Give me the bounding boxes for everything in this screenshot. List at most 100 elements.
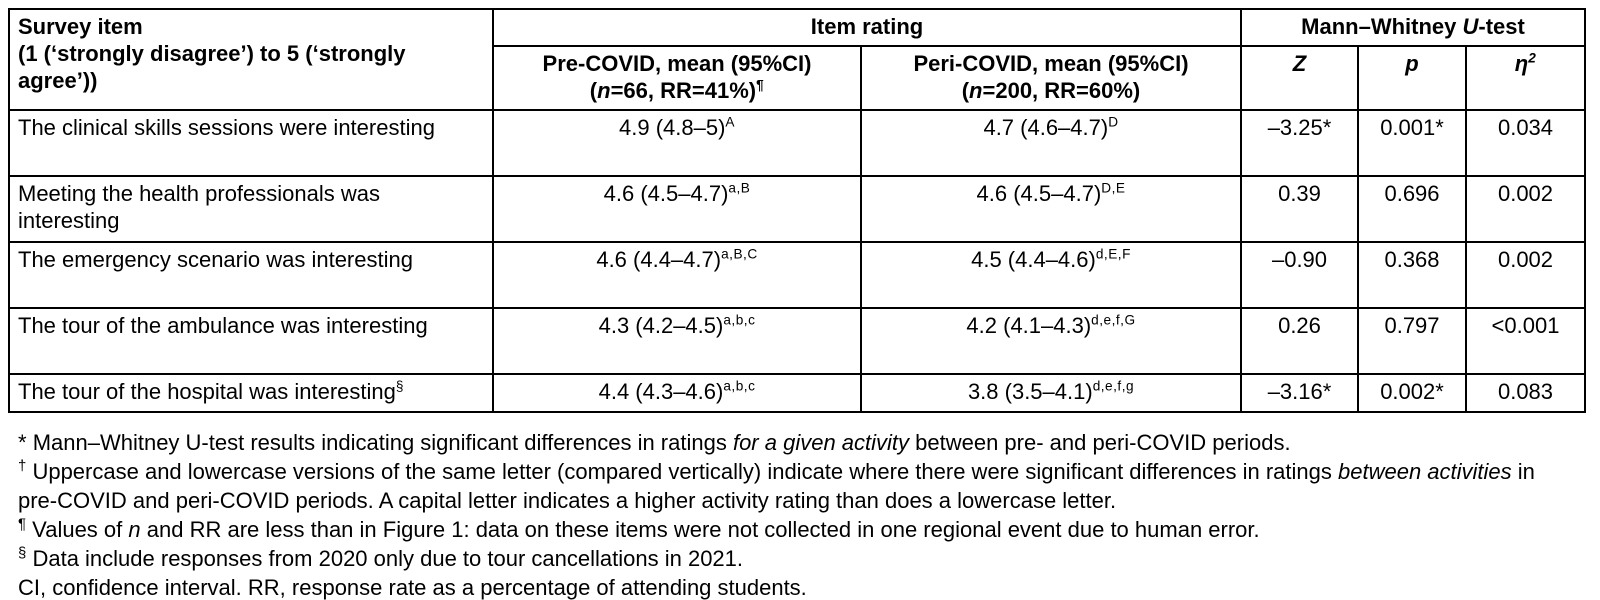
cell-survey-item: The tour of the hospital was interesting…: [8, 373, 494, 413]
item-rating-label: Item rating: [810, 14, 924, 39]
peri-covid-value: 3.8 (3.5–4.1): [967, 379, 1093, 404]
pre-covid-n: n: [597, 78, 611, 103]
footnote-text: Mann–Whitney U-test results indicating s…: [32, 430, 733, 455]
footnote-italic-text: between activities: [1338, 459, 1512, 484]
cell-peri-covid: 4.5 (4.4–4.6)d,E,F: [860, 241, 1242, 309]
cell-p: 0.368: [1357, 241, 1467, 309]
pre-covid-sup: a,B: [728, 180, 751, 196]
cell-pre-covid: 4.6 (4.5–4.7)a,B: [492, 175, 862, 243]
pre-covid-pilcrow-sup: ¶: [756, 77, 765, 93]
footnote-section: § Data include responses from 2020 only …: [18, 544, 1538, 573]
pre-covid-value: 4.6 (4.5–4.7): [603, 181, 729, 206]
peri-covid-sup: d,E,F: [1095, 246, 1131, 262]
peri-covid-value: 4.6 (4.5–4.7): [976, 181, 1102, 206]
group-header-mann-whitney: Mann–Whitney U-test: [1240, 8, 1586, 47]
peri-covid-value: 4.7 (4.6–4.7): [983, 115, 1109, 140]
footnote-asterisk: * Mann–Whitney U-test results indicating…: [18, 428, 1538, 457]
eta-label: η: [1514, 51, 1529, 76]
table-row: The tour of the ambulance was interestin…: [8, 307, 1586, 375]
footnote-italic-text: for a given activity: [732, 430, 910, 455]
survey-item-text: The tour of the hospital was interesting: [18, 379, 396, 404]
group-header-item-rating: Item rating: [492, 8, 1242, 47]
mann-whitney-u: U: [1462, 14, 1479, 39]
survey-item-header-line2: (1 (‘strongly disagree’) to 5 (‘strongly…: [18, 41, 406, 93]
pre-covid-value: 4.6 (4.4–4.7): [596, 247, 722, 272]
cell-p: 0.696: [1357, 175, 1467, 243]
table-header: Survey item (1 (‘strongly disagree’) to …: [8, 8, 1586, 111]
pre-covid-header-line1: Pre-COVID, mean (95%CI): [542, 51, 812, 76]
pre-covid-sup: A: [725, 114, 735, 130]
cell-z: 0.39: [1240, 175, 1359, 243]
survey-item-text: The clinical skills sessions were intere…: [18, 115, 435, 140]
pre-covid-sup: a,b,c: [723, 378, 756, 394]
footnote-text: Values of: [32, 517, 129, 542]
cell-p: 0.797: [1357, 307, 1467, 375]
cell-eta2: 0.034: [1465, 109, 1586, 177]
footnote-italic-text: n: [128, 517, 141, 542]
p-label: p: [1405, 51, 1419, 76]
cell-eta2: 0.002: [1465, 175, 1586, 243]
cell-peri-covid: 4.7 (4.6–4.7)D: [860, 109, 1242, 177]
cell-z: –3.25*: [1240, 109, 1359, 177]
peri-covid-sup: d,e,f,g: [1092, 378, 1135, 394]
cell-peri-covid: 4.2 (4.1–4.3)d,e,f,G: [860, 307, 1242, 375]
cell-pre-covid: 4.6 (4.4–4.7)a,B,C: [492, 241, 862, 309]
peri-covid-sup: D,E: [1101, 180, 1126, 196]
pre-covid-value: 4.4 (4.3–4.6): [598, 379, 724, 404]
pilcrow-marker: ¶: [18, 515, 27, 533]
dagger-marker: †: [18, 457, 27, 475]
peri-covid-header-line2: =200, RR=60%): [982, 78, 1141, 103]
footnote-text: and RR are less than in Figure 1: data o…: [140, 517, 1260, 542]
footnote-text: between pre- and peri-COVID periods.: [909, 430, 1291, 455]
footnote-dagger: † Uppercase and lowercase versions of th…: [18, 457, 1538, 515]
cell-peri-covid: 4.6 (4.5–4.7)D,E: [860, 175, 1242, 243]
cell-z: –3.16*: [1240, 373, 1359, 413]
mann-whitney-suffix: -test: [1478, 14, 1525, 39]
cell-survey-item: The emergency scenario was interesting: [8, 241, 494, 309]
peri-covid-n: n: [969, 78, 983, 103]
survey-item-text: The emergency scenario was interesting: [18, 247, 413, 272]
table-body: The clinical skills sessions were intere…: [8, 109, 1586, 413]
pre-covid-header-line2: =66, RR=41%): [610, 78, 757, 103]
pre-covid-sup: a,b,c: [723, 312, 756, 328]
pre-covid-paren: (: [589, 78, 598, 103]
survey-item-header-line1: Survey item: [18, 14, 143, 39]
cell-peri-covid: 3.8 (3.5–4.1)d,e,f,g: [860, 373, 1242, 413]
survey-item-text: Meeting the health professionals was int…: [18, 181, 380, 233]
cell-eta2: <0.001: [1465, 307, 1586, 375]
cell-eta2: 0.002: [1465, 241, 1586, 309]
peri-covid-sup: D: [1108, 114, 1119, 130]
asterisk-marker: *: [18, 430, 27, 455]
column-header-z: Z: [1240, 45, 1359, 111]
survey-ratings-table: Survey item (1 (‘strongly disagree’) to …: [8, 8, 1586, 413]
footnote-pilcrow: ¶ Values of n and RR are less than in Fi…: [18, 515, 1538, 544]
z-label: Z: [1292, 51, 1307, 76]
cell-eta2: 0.083: [1465, 373, 1586, 413]
column-header-eta-squared: η2: [1465, 45, 1586, 111]
column-header-pre-covid: Pre-COVID, mean (95%CI) (n=66, RR=41%)¶: [492, 45, 862, 111]
peri-covid-value: 4.2 (4.1–4.3): [966, 313, 1092, 338]
cell-z: –0.90: [1240, 241, 1359, 309]
peri-covid-sup: d,e,f,G: [1091, 312, 1136, 328]
header-row-groups: Survey item (1 (‘strongly disagree’) to …: [8, 8, 1586, 111]
footnote-abbreviations: CI, confidence interval. RR, response ra…: [18, 573, 1538, 600]
column-header-survey-item: Survey item (1 (‘strongly disagree’) to …: [8, 8, 494, 111]
mann-whitney-prefix: Mann–Whitney: [1301, 14, 1463, 39]
eta-exponent: 2: [1528, 50, 1537, 66]
footnotes: * Mann–Whitney U-test results indicating…: [18, 428, 1538, 600]
section-marker: §: [18, 544, 27, 562]
footnote-text: in pre-COVID and peri-COVID periods. A c…: [18, 459, 1535, 513]
survey-item-sup: §: [395, 378, 404, 394]
peri-covid-value: 4.5 (4.4–4.6): [971, 247, 1096, 272]
table-row: The clinical skills sessions were intere…: [8, 109, 1586, 177]
cell-pre-covid: 4.9 (4.8–5)A: [492, 109, 862, 177]
cell-survey-item: The tour of the ambulance was interestin…: [8, 307, 494, 375]
pre-covid-sup: a,B,C: [721, 246, 758, 262]
footnote-text: CI, confidence interval. RR, response ra…: [18, 575, 807, 600]
table-row: The emergency scenario was interesting 4…: [8, 241, 1586, 309]
cell-p: 0.001*: [1357, 109, 1467, 177]
header-row-subcolumns: Pre-COVID, mean (95%CI) (n=66, RR=41%)¶ P…: [9, 45, 1586, 111]
cell-survey-item: The clinical skills sessions were intere…: [8, 109, 494, 177]
cell-pre-covid: 4.4 (4.3–4.6)a,b,c: [492, 373, 862, 413]
